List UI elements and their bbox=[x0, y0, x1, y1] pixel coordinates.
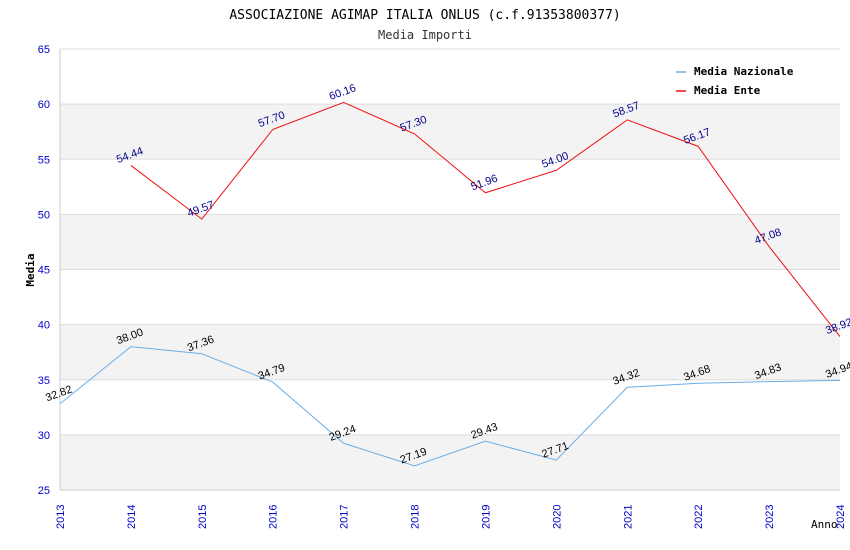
plot-band bbox=[60, 434, 840, 490]
x-tick-labels: 2013 2014 2015 2016 2017 2018 2019 2020 2021 2022… bbox=[55, 505, 847, 529]
y-tick-label: 40 bbox=[38, 320, 50, 332]
legend: Media Nazionale Media Ente bbox=[670, 60, 810, 102]
grid-lines bbox=[60, 48, 840, 491]
x-tick-label: 2014 bbox=[126, 505, 138, 529]
series-line bbox=[130, 101, 841, 337]
x-tick-label: 2015 bbox=[197, 505, 209, 529]
plot-band bbox=[60, 214, 840, 270]
data-label: 60.16 bbox=[328, 82, 358, 103]
y-tick-label: 45 bbox=[38, 265, 50, 277]
y-tick-label: 55 bbox=[38, 154, 50, 166]
y-tick-label: 35 bbox=[38, 375, 50, 387]
x-tick-label: 2023 bbox=[764, 505, 776, 529]
legend-box bbox=[670, 60, 810, 102]
chart-title: ASSOCIAZIONE AGIMAP ITALIA ONLUS (c.f.91… bbox=[229, 8, 620, 23]
y-tick-labels: 25 30 35 40 45 50 55 60 65 bbox=[38, 44, 50, 497]
plot-band bbox=[60, 324, 840, 380]
y-tick-label: 60 bbox=[38, 99, 50, 111]
axes bbox=[59, 49, 840, 491]
x-axis-label: Anno bbox=[811, 518, 838, 531]
y-tick-label: 50 bbox=[38, 209, 50, 221]
legend-label-media-nazionale: Media Nazionale bbox=[694, 65, 794, 78]
y-tick-label: 30 bbox=[38, 430, 50, 442]
x-tick-label: 2019 bbox=[480, 505, 492, 529]
x-tick-label: 2022 bbox=[693, 505, 705, 529]
plot-background bbox=[60, 104, 840, 490]
y-axis-label: Media bbox=[24, 253, 37, 286]
x-tick-label: 2016 bbox=[268, 505, 280, 529]
x-tick-label: 2017 bbox=[339, 505, 351, 529]
x-tick-label: 2020 bbox=[551, 505, 563, 529]
plot-band bbox=[60, 104, 840, 160]
x-tick-label: 2021 bbox=[622, 505, 634, 529]
x-tick-label: 2013 bbox=[55, 505, 67, 529]
y-tick-label: 65 bbox=[38, 44, 50, 56]
legend-label-media-ente: Media Ente bbox=[694, 84, 761, 97]
x-tick-label: 2018 bbox=[410, 505, 422, 529]
series-line bbox=[59, 346, 841, 467]
chart-subtitle: Media Importi bbox=[378, 28, 472, 42]
y-tick-label: 25 bbox=[38, 485, 50, 497]
x-tick-label: 2024 bbox=[835, 505, 847, 529]
